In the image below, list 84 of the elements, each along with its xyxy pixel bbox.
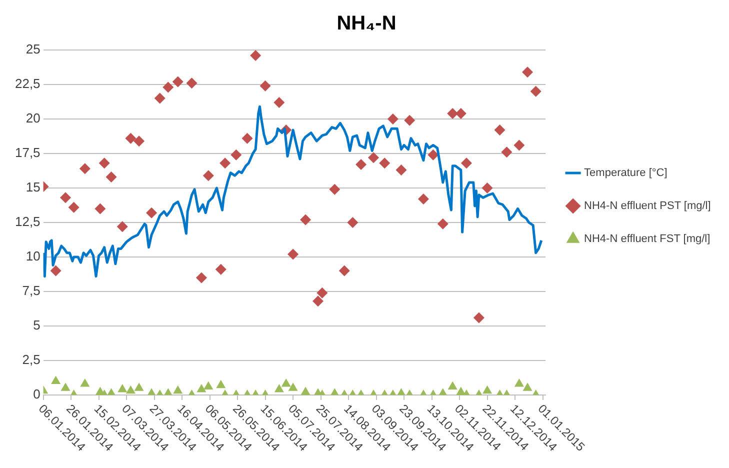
point — [80, 378, 90, 387]
legend-label: NH4-N effluent PST [mg/l] — [584, 200, 711, 212]
legend-label: Temperature [°C] — [584, 167, 668, 180]
point — [196, 384, 206, 392]
point — [460, 158, 472, 169]
point — [162, 82, 174, 93]
y-tick-label: 7,5 — [22, 283, 40, 298]
point — [204, 381, 214, 390]
y-tick-label: 25 — [26, 42, 40, 57]
point — [202, 170, 214, 182]
point — [473, 312, 484, 324]
point — [230, 149, 242, 160]
legend-label: NH4-N effluent FST [mg/l] — [584, 233, 710, 246]
point — [173, 385, 183, 394]
y-tick-label: 15 — [26, 180, 40, 195]
y-tick-label: 22,5 — [14, 76, 40, 92]
point — [260, 80, 271, 92]
point — [522, 66, 534, 78]
point — [186, 78, 198, 89]
point — [50, 265, 62, 276]
point — [274, 96, 285, 108]
y-tick-label: 20 — [26, 110, 40, 126]
point — [196, 272, 207, 284]
point — [482, 182, 493, 194]
point — [387, 114, 398, 124]
point — [172, 76, 184, 88]
point — [456, 386, 466, 395]
point — [514, 140, 525, 151]
point — [482, 385, 492, 394]
point — [428, 149, 439, 160]
point — [288, 382, 298, 391]
point — [106, 171, 117, 182]
point — [455, 108, 466, 119]
point — [379, 158, 390, 169]
point — [437, 218, 448, 230]
point — [316, 287, 328, 298]
point — [347, 217, 358, 228]
point — [250, 50, 262, 62]
point — [51, 376, 61, 384]
point — [368, 152, 380, 164]
y-tick-label: 10 — [26, 248, 40, 264]
point — [242, 132, 253, 144]
point — [118, 384, 128, 392]
point — [300, 386, 310, 395]
point — [274, 384, 284, 392]
chart-title: NH₄-N — [336, 12, 396, 35]
point — [98, 158, 110, 169]
y-tick-label: 5 — [33, 318, 40, 333]
point — [530, 86, 542, 97]
point — [494, 124, 506, 136]
point — [220, 158, 231, 169]
point — [215, 264, 226, 275]
point — [94, 203, 106, 214]
y-tick-label: 2,5 — [22, 352, 40, 368]
point — [216, 380, 226, 388]
point — [396, 164, 407, 176]
point — [60, 192, 71, 204]
point — [329, 184, 340, 195]
point — [514, 378, 524, 387]
point — [126, 385, 136, 394]
point — [79, 163, 90, 174]
point — [300, 214, 312, 226]
y-tick-label: 0 — [33, 386, 40, 402]
point — [418, 194, 429, 205]
point — [154, 92, 166, 104]
y-tick-label: 12,5 — [14, 214, 40, 230]
point — [501, 146, 512, 158]
point — [134, 136, 145, 147]
point — [522, 382, 532, 391]
point — [125, 132, 136, 144]
point — [448, 381, 458, 390]
point — [68, 202, 80, 213]
point — [116, 221, 128, 232]
point — [60, 382, 70, 391]
point — [447, 108, 458, 119]
point — [134, 382, 144, 391]
point — [404, 114, 416, 126]
point — [288, 248, 299, 260]
point — [356, 159, 367, 170]
point — [312, 296, 324, 307]
y-tick-label: 17,5 — [14, 145, 40, 160]
point — [338, 265, 350, 276]
point — [281, 378, 291, 387]
point — [146, 207, 158, 218]
